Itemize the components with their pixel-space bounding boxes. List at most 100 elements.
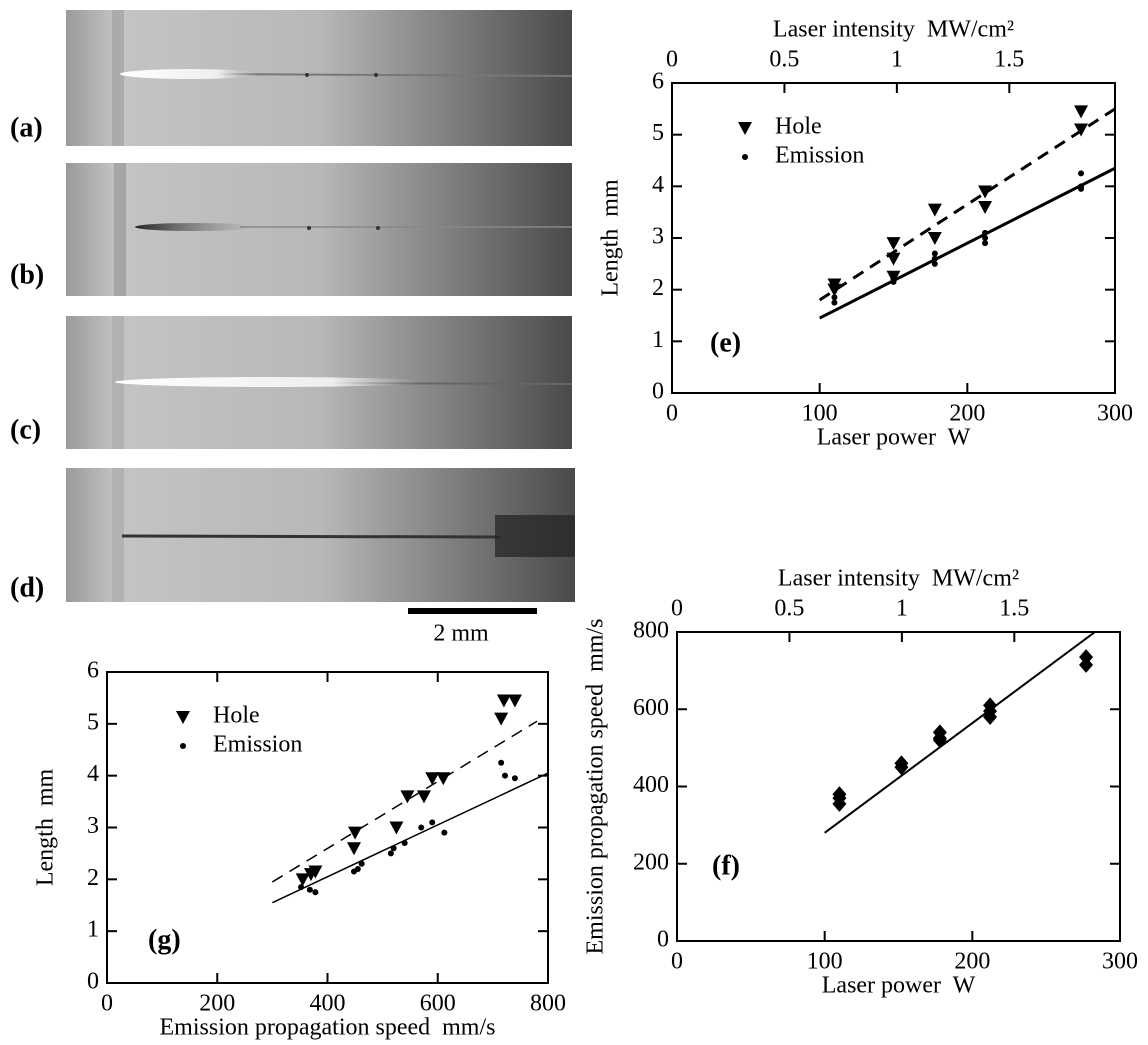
- x-axis-label: Laser power W: [822, 973, 976, 999]
- x2-axis-label: Laser intensity MW/cm²: [773, 17, 1014, 43]
- legend-label: Emission: [213, 732, 302, 758]
- point: [400, 790, 415, 804]
- y-tick-label: 800: [633, 618, 669, 644]
- point: [831, 294, 838, 301]
- x-tick-label: 800: [530, 991, 566, 1017]
- x2-tick-label: 1.5: [999, 596, 1029, 622]
- y-axis-label: Emission propagation speed mm/s: [583, 619, 609, 955]
- point: [507, 694, 522, 708]
- point: [1078, 185, 1085, 192]
- point: [295, 873, 310, 887]
- point: [927, 232, 942, 245]
- legend-marker: [742, 154, 748, 160]
- point: [346, 842, 361, 856]
- y-axis-label: Length mm: [33, 769, 59, 887]
- point: [831, 299, 838, 306]
- point: [358, 860, 365, 867]
- y-axis-label: Length mm: [598, 179, 624, 297]
- point: [890, 278, 897, 285]
- point: [416, 790, 431, 804]
- y-tick-label: 0: [657, 927, 669, 953]
- point: [390, 845, 397, 852]
- point: [441, 829, 448, 836]
- y-tick-label: 200: [633, 849, 669, 875]
- x-tick-label: 300: [1097, 401, 1133, 427]
- point: [348, 826, 363, 840]
- x-tick-label: 0: [671, 949, 683, 975]
- panel-label: (f): [712, 850, 740, 881]
- point: [982, 240, 989, 247]
- photo-b: [66, 163, 572, 296]
- x2-tick-label: 0: [666, 47, 678, 73]
- point: [494, 712, 509, 726]
- y-tick-label: 0: [652, 379, 664, 405]
- panel-label: (d): [10, 572, 44, 603]
- point: [498, 759, 505, 766]
- y-tick-label: 4: [652, 172, 664, 198]
- point: [931, 250, 938, 257]
- x2-tick-label: 0.5: [769, 47, 799, 73]
- fit-line: [271, 720, 538, 883]
- y-tick-label: 600: [633, 695, 669, 721]
- point: [886, 252, 901, 266]
- photo-d: [66, 468, 575, 602]
- y-tick-label: 4: [87, 761, 99, 787]
- x-tick-label: 200: [199, 991, 235, 1017]
- fit-line: [272, 772, 549, 904]
- point: [425, 772, 440, 786]
- fit-line: [824, 631, 1096, 834]
- scale-bar-label: 2 mm: [433, 621, 489, 647]
- point: [982, 229, 989, 236]
- point: [1074, 105, 1089, 119]
- x2-tick-label: 1: [891, 47, 903, 73]
- point: [401, 840, 408, 847]
- point: [983, 708, 998, 725]
- x2-axis-label: Laser intensity MW/cm²: [778, 566, 1019, 592]
- y-tick-label: 2: [652, 275, 664, 301]
- y-tick-label: 1: [652, 327, 664, 353]
- panel-label: (e): [710, 327, 741, 358]
- y-tick-label: 0: [87, 969, 99, 995]
- legend-label: Hole: [775, 114, 822, 140]
- y-tick-label: 3: [87, 813, 99, 839]
- legend-marker: [738, 122, 752, 135]
- point: [312, 889, 319, 896]
- point: [387, 850, 394, 857]
- point: [931, 255, 938, 262]
- x2-tick-label: 1: [896, 596, 908, 622]
- fit-line: [818, 166, 1116, 320]
- y-tick-label: 6: [652, 69, 664, 95]
- x-tick-label: 400: [310, 991, 346, 1017]
- x-tick-label: 100: [807, 949, 843, 975]
- panel-label: (g): [148, 924, 181, 955]
- point: [306, 886, 313, 893]
- panel-label: (a): [10, 112, 43, 143]
- point: [308, 865, 323, 879]
- x2-tick-label: 0: [671, 596, 683, 622]
- point: [436, 772, 451, 786]
- point: [354, 865, 361, 872]
- x-axis-label: Laser power W: [817, 425, 971, 451]
- x-tick-label: 200: [949, 401, 985, 427]
- legend-label: Hole: [213, 703, 260, 729]
- point: [894, 759, 909, 776]
- point: [886, 237, 901, 251]
- x2-tick-label: 0.5: [774, 596, 804, 622]
- photo-c: [66, 316, 573, 449]
- point: [932, 732, 947, 749]
- point: [982, 235, 989, 241]
- point: [1078, 170, 1085, 177]
- legend-marker: [176, 711, 190, 724]
- point: [389, 821, 404, 835]
- point: [511, 775, 518, 782]
- point: [927, 203, 942, 217]
- photo-a: [66, 10, 573, 146]
- x-tick-label: 200: [954, 949, 990, 975]
- x-tick-label: 300: [1102, 949, 1138, 975]
- point: [429, 819, 436, 826]
- x-tick-label: 100: [802, 401, 838, 427]
- x-tick-label: 0: [101, 991, 113, 1017]
- y-tick-label: 5: [652, 120, 664, 146]
- x-axis-label: Emission propagation speed mm/s: [160, 1015, 496, 1041]
